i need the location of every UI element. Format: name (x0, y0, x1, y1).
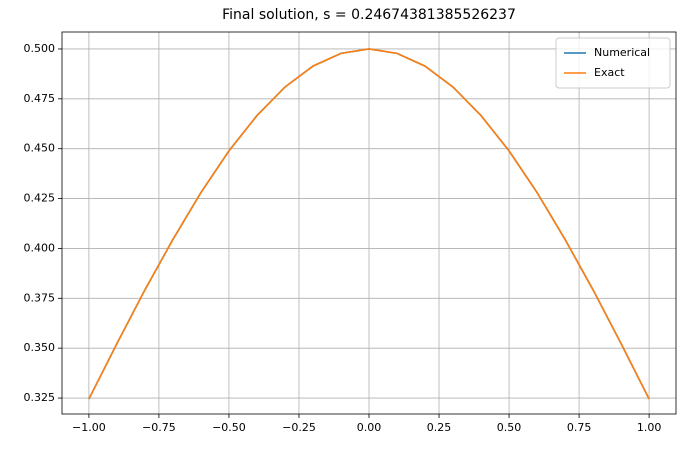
plot-frame (61, 31, 677, 415)
legend-label: Numerical (594, 46, 650, 59)
x-tick-label: −0.25 (282, 421, 316, 434)
y-tick-label: 0.400 (24, 241, 56, 254)
y-tick-label: 0.500 (24, 42, 56, 55)
x-tick-label: 0.00 (357, 421, 382, 434)
x-tick-label: −0.75 (142, 421, 176, 434)
x-tick-label: 1.00 (637, 421, 662, 434)
y-tick-label: 0.475 (24, 92, 56, 105)
y-tick-label: 0.325 (24, 391, 56, 404)
x-tick-label: 0.25 (427, 421, 452, 434)
chart-title: Final solution, s = 0.24674381385526237 (222, 7, 516, 23)
x-tick-label: 0.75 (567, 421, 592, 434)
line-series (88, 48, 650, 400)
x-tick-label: −1.00 (72, 421, 106, 434)
legend-box (555, 37, 671, 89)
y-tick-label: 0.425 (24, 192, 56, 205)
y-tick-label: 0.350 (24, 341, 56, 354)
x-tick-label: 0.50 (497, 421, 522, 434)
y-tick-label: 0.375 (24, 291, 56, 304)
legend-label: Exact (594, 66, 625, 79)
y-tick-label: 0.450 (24, 142, 56, 155)
legend: Numerical Exact (555, 37, 671, 89)
x-tick-label: −0.50 (212, 421, 246, 434)
